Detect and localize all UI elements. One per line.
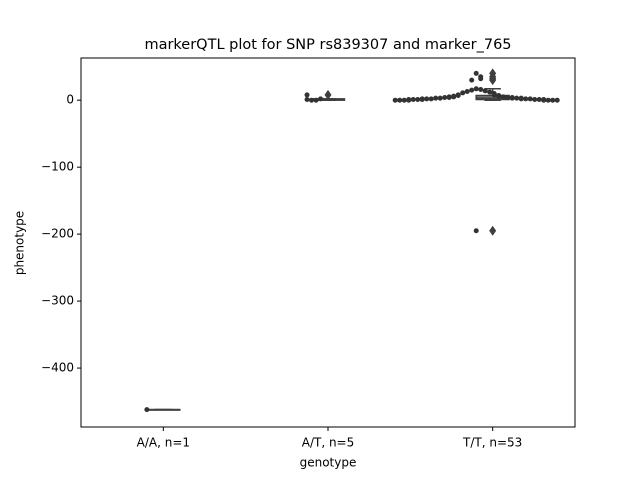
point [541,97,547,103]
point [455,93,461,99]
point [536,97,542,103]
point [523,96,529,102]
point [309,97,315,103]
y-tick-label: 0 [66,93,74,107]
point [318,96,324,102]
point [144,407,150,413]
point [410,97,416,103]
point [496,93,502,99]
x-tick-label: A/T, n=5 [302,436,355,450]
y-tick-label: −100 [41,160,74,174]
point [446,95,452,101]
point [469,87,475,93]
point [433,95,439,101]
point [532,97,538,103]
y-tick-label: −300 [41,294,74,308]
point [478,76,484,82]
point [473,228,479,234]
point [397,97,403,103]
point [491,92,497,98]
outlier [489,68,497,79]
point [550,97,556,103]
point [527,96,533,102]
x-axis-label: genotype [300,456,357,470]
point [401,97,407,103]
point [460,90,466,96]
point [478,86,484,92]
chart-title: markerQTL plot for SNP rs839307 and mark… [144,37,511,53]
point [313,97,319,103]
point [554,97,560,103]
plot-frame [80,57,576,428]
point [487,89,493,95]
point [428,96,434,102]
point [392,97,398,103]
point [514,95,520,101]
y-axis-label: phenotype [13,211,27,275]
point [509,95,515,101]
point [442,95,448,101]
point [406,97,412,103]
outlier [324,89,332,100]
point [473,86,479,92]
point [545,97,551,103]
point [419,97,425,103]
point [415,97,421,103]
point [473,70,479,76]
point [505,95,511,101]
point [304,92,310,98]
point [500,94,506,100]
y-tick-label: −200 [41,227,74,241]
x-tick-label: T/T, n=53 [462,436,522,450]
point [437,95,443,101]
x-tick-label: A/A, n=1 [137,436,190,450]
point [451,94,457,100]
outlier [489,225,497,236]
point [424,96,430,102]
point [469,77,475,83]
y-tick-label: −400 [41,361,74,375]
point [464,88,470,94]
point [304,97,310,103]
point [518,96,524,102]
point [482,88,488,94]
